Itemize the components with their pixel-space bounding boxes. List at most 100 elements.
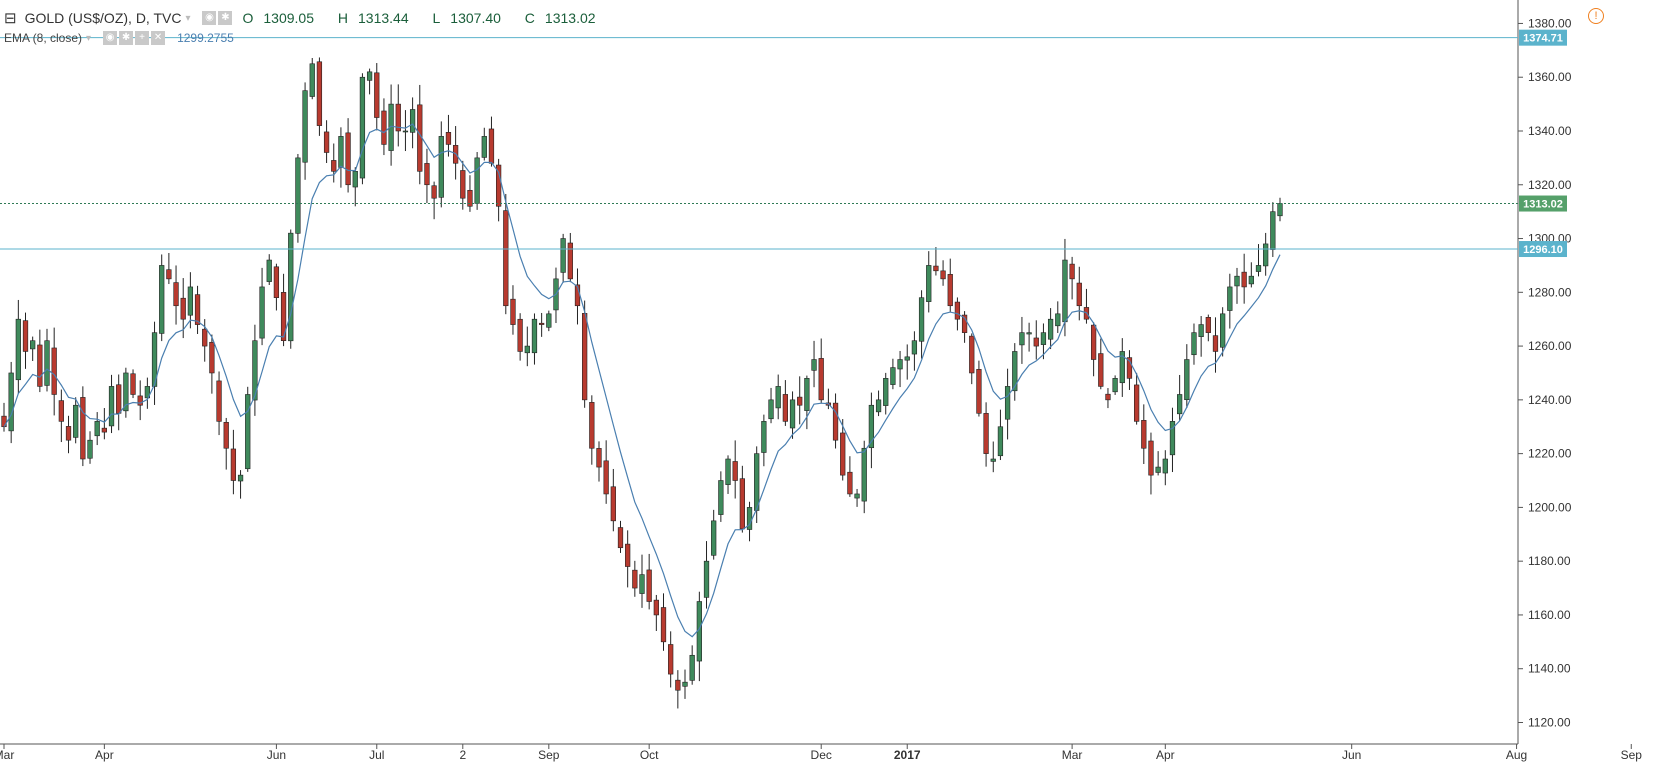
candle-body (861, 447, 867, 502)
candle-body (1062, 259, 1068, 323)
candle-body (1026, 332, 1032, 335)
warning-icon[interactable]: ! (1588, 8, 1604, 24)
candle-body (510, 298, 516, 325)
candle-body (1090, 324, 1097, 360)
chevron-down-icon[interactable]: ▾ (86, 32, 92, 44)
candle-body (725, 458, 731, 485)
candle-body (481, 136, 487, 158)
candle-body (252, 340, 258, 401)
symbol-title[interactable]: GOLD (US$/OZ), D, TVC (24, 10, 182, 26)
eye-icon[interactable]: ◉ (202, 11, 217, 25)
time-tick-label: Oct (640, 748, 659, 762)
candle-body (58, 400, 64, 422)
candle-body (976, 369, 982, 414)
candle-body (983, 413, 989, 454)
open-label: O (242, 10, 254, 26)
plus-icon[interactable]: + (135, 31, 150, 45)
price-tick-label: 1140.00 (1528, 662, 1571, 676)
candle-body (782, 394, 789, 422)
candle-body (703, 560, 710, 598)
candle-body (101, 427, 107, 433)
candle-body (797, 396, 803, 406)
candle-body (108, 386, 115, 427)
candle-body (381, 110, 387, 145)
price-tick-label: 1380.00 (1528, 16, 1572, 30)
candle-body (80, 397, 86, 460)
time-tick-label: Jun (267, 748, 286, 762)
settings-icon[interactable]: ✱ (218, 11, 233, 25)
candle-body (194, 294, 201, 325)
eye-icon[interactable]: ◉ (103, 31, 118, 45)
candle-body (402, 130, 409, 133)
price-tick-label: 1320.00 (1528, 178, 1572, 192)
candle-body (1055, 313, 1061, 327)
candle-body (904, 356, 910, 361)
ema-title[interactable]: EMA (8, close) (4, 31, 83, 45)
candle-body (1133, 384, 1140, 422)
candle-body (890, 367, 896, 385)
price-tick-label: 1340.00 (1528, 124, 1572, 138)
time-tick-label: Apr (95, 748, 114, 762)
candle-body (30, 340, 36, 350)
candle-body (137, 395, 143, 406)
candle-body (1069, 263, 1075, 280)
candle-body (582, 313, 588, 401)
candle-body (567, 242, 573, 280)
low-value: 1307.40 (450, 10, 501, 26)
chevron-down-icon[interactable]: ▾ (185, 12, 191, 24)
candle-body (832, 402, 839, 441)
candle-body (223, 422, 229, 449)
candle-body (997, 426, 1004, 457)
candle-body (316, 61, 323, 126)
candle-body (424, 163, 430, 186)
candle-body (1270, 211, 1276, 250)
candle-body (646, 569, 652, 602)
price-tick-label: 1240.00 (1528, 393, 1572, 407)
candle-body (911, 340, 918, 355)
candle-body (94, 421, 100, 437)
candle-body (660, 607, 667, 643)
candle-body (875, 399, 882, 413)
candle-body (990, 458, 996, 462)
candle-body (237, 474, 244, 482)
candle-body (539, 322, 545, 325)
candle-body (531, 318, 538, 354)
candle-body (123, 372, 129, 412)
close-label: C (524, 10, 535, 26)
close-icon[interactable]: ✕ (151, 31, 166, 45)
candle-body (309, 63, 315, 97)
candle-body (374, 72, 380, 118)
settings-icon[interactable]: ✱ (119, 31, 134, 45)
candle-body (926, 265, 932, 302)
candle-body (1169, 421, 1176, 456)
collapse-icon[interactable]: ⊟ (4, 10, 17, 27)
candle-body (603, 460, 609, 495)
time-tick-label: 2 (459, 748, 466, 762)
candle-body (883, 378, 889, 406)
candle-body (345, 132, 351, 186)
candle-body (37, 344, 43, 387)
candle-body (1184, 359, 1190, 401)
candle-body (388, 103, 394, 151)
level-price-label: 1313.02 (1523, 199, 1563, 211)
candle-body (625, 543, 631, 567)
candle-body (933, 265, 939, 272)
candle-body (1234, 275, 1240, 287)
price-tick-label: 1200.00 (1528, 500, 1572, 514)
candle-body (1248, 275, 1254, 285)
candle-body (840, 432, 846, 476)
time-tick-label: Mar (1062, 748, 1083, 762)
candle-body (1141, 420, 1147, 449)
level-price-label: 1296.10 (1523, 244, 1563, 256)
price-tick-label: 1180.00 (1528, 554, 1571, 568)
candle-body (8, 372, 14, 432)
high-label: H (337, 10, 348, 26)
candle-body (467, 189, 473, 207)
candle-body (187, 286, 194, 316)
price-tick-label: 1360.00 (1528, 70, 1572, 84)
candle-body (689, 654, 695, 681)
time-tick-label: Jul (369, 748, 384, 762)
candle-body (302, 90, 308, 163)
candle-body (352, 171, 358, 188)
